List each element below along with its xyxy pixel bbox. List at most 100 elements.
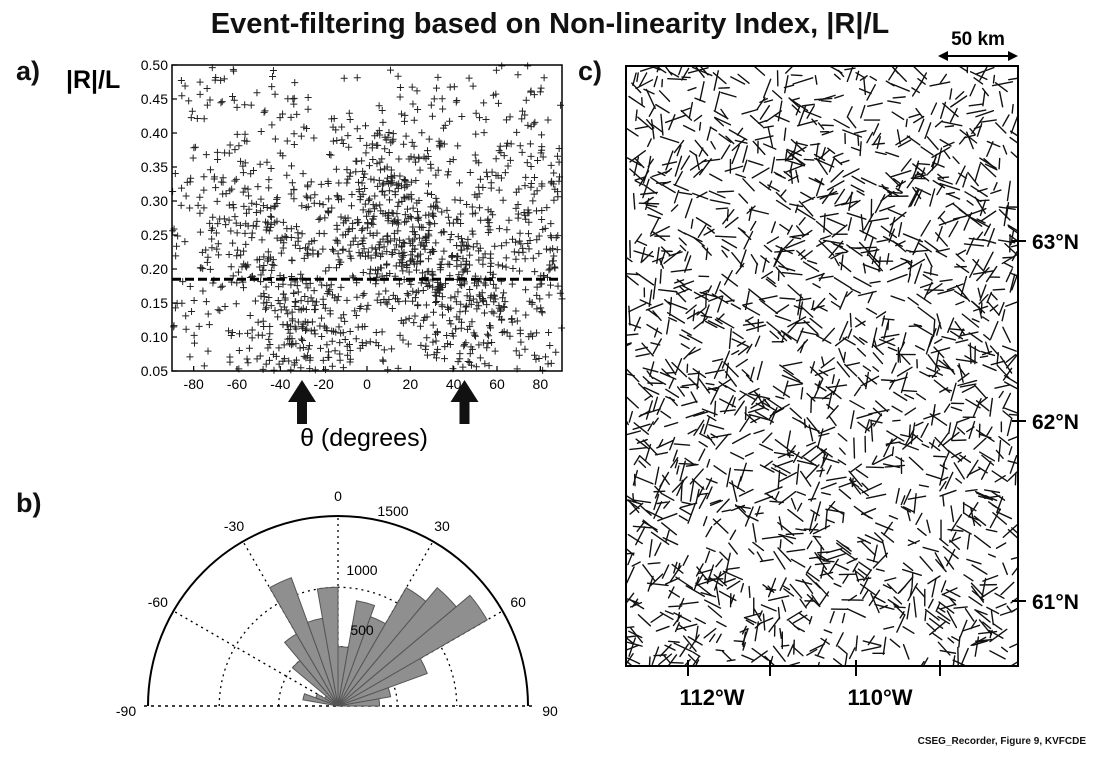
lineament-segment	[785, 532, 804, 536]
scatter-point	[408, 195, 416, 203]
lineament-segment	[936, 147, 943, 166]
lineament-segment	[844, 67, 856, 71]
scatter-point	[384, 174, 392, 182]
scatter-point	[188, 308, 196, 316]
scatter-point	[310, 306, 318, 314]
scatter-point	[293, 110, 301, 118]
lineament-segment	[904, 407, 917, 416]
scatter-point	[336, 356, 344, 364]
scatter-point	[271, 307, 279, 315]
lineament-segment	[928, 374, 937, 378]
lineament-segment	[706, 386, 718, 391]
lineament-segment	[928, 441, 941, 452]
scatter-point	[515, 185, 523, 193]
scatter-point	[187, 174, 195, 182]
scatter-point	[414, 208, 422, 216]
scatter-point	[315, 216, 323, 224]
lineament-segment	[652, 338, 662, 355]
lineament-segment	[822, 560, 835, 563]
scatter-point	[466, 251, 474, 259]
scatter-point	[312, 298, 320, 306]
lineament-segment	[629, 601, 643, 608]
lineament-segment	[882, 584, 892, 590]
scatter-point	[427, 101, 435, 109]
scatter-point	[283, 225, 291, 233]
scatter-point	[400, 140, 408, 148]
lineament-segment	[901, 389, 918, 393]
lineament-segment	[970, 619, 978, 630]
lineament-segment	[701, 408, 718, 416]
scatter-point	[453, 313, 461, 321]
lineament-segment	[949, 88, 953, 100]
lineament-segment	[887, 191, 903, 194]
scatter-point	[469, 82, 477, 90]
scatter-point	[440, 140, 448, 148]
scatter-point	[446, 158, 454, 166]
lineament-segment	[725, 552, 731, 573]
scatter-point	[299, 343, 307, 351]
lineament-segment	[897, 180, 904, 192]
scatter-point	[260, 299, 268, 307]
scatter-point	[412, 289, 420, 297]
lineament-segment	[941, 593, 956, 602]
lineament-segment	[849, 410, 855, 430]
lineament-segment	[880, 531, 895, 543]
lineament-segment	[769, 407, 778, 425]
lineament-segment	[963, 134, 976, 139]
lineament-segment	[974, 196, 986, 214]
scatter-point	[235, 142, 243, 150]
lineament-segment	[924, 608, 940, 621]
lineament-segment	[698, 121, 702, 131]
lineament-segment	[762, 125, 774, 129]
lineament-segment	[805, 565, 812, 574]
scatter-point	[481, 360, 489, 368]
lineament-segment	[921, 443, 930, 448]
lineament-segment	[682, 554, 689, 566]
lineament-segment	[739, 414, 752, 433]
scatter-point	[408, 83, 416, 91]
lineament-segment	[731, 338, 749, 347]
lineament-segment	[951, 439, 967, 442]
scatter-point	[267, 213, 275, 221]
scatter-point	[186, 353, 194, 361]
scatter-point	[321, 304, 329, 312]
scatter-point	[434, 73, 442, 81]
lineament-segment	[1005, 201, 1010, 219]
x-tick-label: 60	[489, 376, 505, 392]
rose-angle-label: 90	[542, 703, 558, 719]
scatter-point	[273, 194, 281, 202]
lineament-segment	[683, 232, 703, 243]
scatter-point	[527, 123, 535, 131]
lineament-segment	[692, 368, 707, 379]
lineament-segment	[664, 644, 676, 651]
lineament-segment	[772, 90, 783, 100]
lineament-segment	[696, 191, 708, 199]
lineament-segment	[664, 577, 680, 585]
lineament-segment	[872, 454, 893, 466]
lineament-segment	[790, 497, 797, 510]
lineament-segment	[645, 400, 653, 420]
lineament-segment	[705, 382, 715, 386]
lineament-segment	[888, 379, 896, 390]
scatter-point	[216, 307, 224, 315]
lineament-segment	[675, 288, 690, 295]
lineament-segment	[987, 501, 1001, 511]
rose-angle-label: 30	[434, 518, 450, 534]
lineament-segment	[756, 551, 764, 562]
lineament-segment	[646, 323, 663, 335]
scatter-point	[322, 267, 330, 275]
lineament-segment	[704, 599, 722, 609]
scatter-point	[188, 107, 196, 115]
scatter-point	[293, 223, 301, 231]
scatter-point	[182, 325, 190, 333]
lineament-segment	[945, 191, 955, 195]
lineament-segment	[768, 410, 775, 420]
lineament-segment	[795, 225, 805, 237]
lineament-segment	[832, 658, 844, 666]
scatter-point	[410, 116, 418, 124]
lineament-segment	[730, 303, 742, 310]
lineament-segment	[750, 220, 757, 231]
lineament-segment	[902, 626, 915, 635]
scatter-point	[302, 192, 310, 200]
lineament-segment	[796, 491, 807, 496]
